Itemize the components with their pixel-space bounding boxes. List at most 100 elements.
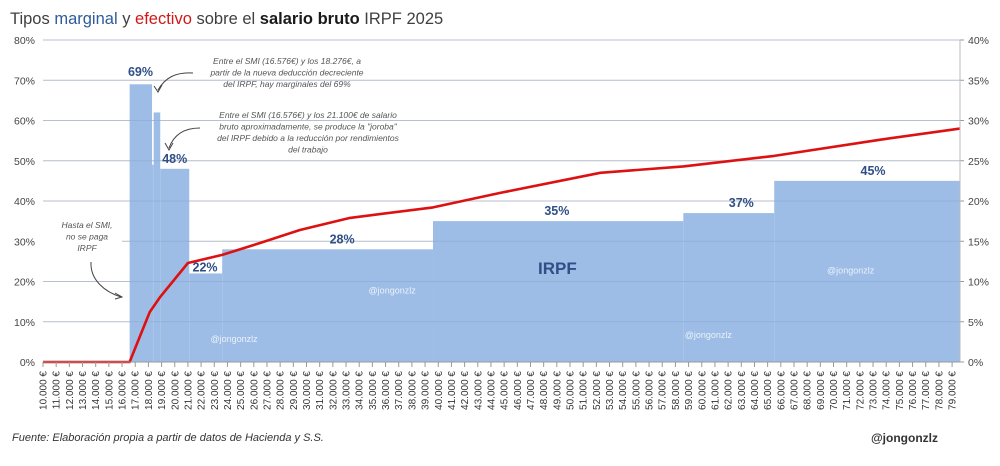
data-label: 69% [128, 65, 153, 79]
x-axis-tick: 15.000 € [104, 371, 115, 410]
x-axis-tick: 12.000 € [65, 371, 76, 410]
right-axis-tick: 15% [968, 236, 989, 248]
data-label: 35% [544, 204, 569, 218]
watermarks: @jongonzlz @jongonzlz @jongonzlz @jongonzlz [210, 265, 874, 343]
x-axis-tick: 23.000 € [210, 371, 221, 410]
data-label: 28% [330, 232, 355, 246]
x-axis-tick: 32.000 € [328, 371, 339, 410]
x-axis-tick: 71.000 € [842, 371, 853, 410]
title-part: efectivo [135, 10, 192, 28]
title-part: y [118, 10, 135, 28]
x-axis-tick: 64.000 € [750, 371, 761, 410]
left-axis-tick: 40% [14, 196, 35, 208]
watermark: @jongonzlz [685, 330, 733, 340]
left-axis-tick: 20% [14, 277, 35, 289]
x-axis-tick: 56.000 € [645, 371, 656, 410]
marginal-rate-step [432, 221, 684, 362]
x-axis-tick: 77.000 € [921, 371, 932, 410]
title-part: marginal [54, 10, 117, 28]
x-axis-tick: 76.000 € [908, 371, 919, 410]
data-label: 37% [729, 196, 754, 210]
x-axis-tick: 69.000 € [816, 371, 827, 410]
watermark: @jongonzlz [210, 334, 258, 344]
x-axis-tick: 51.000 € [579, 371, 590, 410]
annotation-line: Hasta el SMI, [61, 220, 112, 230]
right-axis-tick: 10% [968, 277, 989, 289]
x-axis-tick: 75.000 € [895, 371, 906, 410]
x-axis-tick: 20.000 € [170, 371, 181, 410]
x-axis-tick: 58.000 € [671, 371, 682, 410]
axes: 0% 10% 20% 30% 40% 50% 60% 70% 80% 0% 5% 10% 15% 20% 2… [14, 35, 989, 410]
annotation-line: Entre el SMI (16.576€) y los 21.100€ de … [219, 110, 397, 120]
x-axis-tick: 18.000 € [144, 371, 155, 410]
left-axis-tick: 10% [14, 317, 35, 329]
x-axis-tick: 65.000 € [763, 371, 774, 410]
marginal-rate-step [129, 84, 153, 363]
right-axis-tick: 25% [968, 156, 989, 168]
arrowhead-69 [153, 84, 163, 93]
right-axis-tick: 40% [968, 35, 989, 47]
annotation-line: del IRPF, hay marginales del 69% [223, 79, 351, 89]
x-axis-tick: 44.000 € [486, 371, 497, 410]
footer-handle: @jongonzlz [871, 431, 938, 445]
arrowhead-joroba [164, 142, 174, 152]
x-axis-tick: 52.000 € [592, 371, 603, 410]
x-axis-tick: 21.000 € [183, 371, 194, 410]
right-axis-tick: 5% [968, 317, 983, 329]
x-axis-tick: 16.000 € [118, 371, 129, 410]
x-axis-tick: 57.000 € [658, 371, 669, 410]
left-axis-tick: 50% [14, 156, 35, 168]
annotation-line: del IRPF debido a la reducción por rendi… [217, 133, 400, 143]
x-axis-tick: 47.000 € [526, 371, 537, 410]
data-label: 22% [193, 260, 218, 274]
x-axis-tick: 39.000 € [421, 371, 432, 410]
left-axis-tick: 30% [14, 236, 35, 248]
x-axis-tick: 10.000 € [39, 371, 50, 410]
right-axis-tick: 30% [968, 116, 989, 128]
x-axis-tick: 79.000 € [948, 371, 959, 410]
x-axis-tick: 22.000 € [197, 371, 208, 410]
x-axis-tick: 67.000 € [789, 371, 800, 410]
marginal-rate-step [189, 273, 223, 362]
x-axis-tick: 61.000 € [710, 371, 721, 410]
x-axis-tick: 26.000 € [249, 371, 260, 410]
x-axis-tick: 31.000 € [315, 371, 326, 410]
marginal-rate-step [222, 249, 433, 362]
x-axis-tick: 13.000 € [78, 371, 89, 410]
annotation-smi-text: Hasta el SMI, no se paga IRPF [61, 220, 112, 253]
marginal-rate-step [774, 180, 960, 362]
marginal-rate-step [683, 213, 775, 362]
x-axis-tick: 35.000 € [368, 371, 379, 410]
annotation-line: IRPF [77, 243, 97, 253]
right-axis-tick: 35% [968, 75, 989, 87]
x-axis-tick: 68.000 € [803, 371, 814, 410]
x-axis-tick: 33.000 € [342, 371, 353, 410]
x-axis-tick: 11.000 € [52, 371, 63, 410]
x-axis-tick: 38.000 € [407, 371, 418, 410]
watermark: @jongonzlz [827, 265, 875, 275]
marginal-rate-step [152, 164, 154, 362]
annotation-smi-background [42, 220, 122, 260]
watermark: @jongonzlz [369, 286, 417, 296]
left-axis-tick: 80% [14, 35, 35, 47]
annotation-joroba: Entre el SMI (16.576€) y los 21.100€ de … [164, 110, 400, 155]
x-axis-tick: 55.000 € [631, 371, 642, 410]
right-axis-tick: 20% [968, 196, 989, 208]
x-axis-tick: 40.000 € [434, 371, 445, 410]
x-axis-tick: 24.000 € [223, 371, 234, 410]
x-axis-tick: 70.000 € [829, 371, 840, 410]
annotation-69-text: Entre el SMI (16.576€) y los 18.276€, a p… [209, 56, 363, 89]
x-axis-tick: 41.000 € [447, 371, 458, 410]
annotation-line: no se paga [66, 232, 108, 242]
x-axis-tick: 53.000 € [605, 371, 616, 410]
x-axis-tick: 54.000 € [618, 371, 629, 410]
data-labels: 69% 48% 22% 28% 35% 37% 45% [128, 65, 886, 274]
x-axis-tick: 49.000 € [552, 371, 563, 410]
x-axis-tick: 78.000 € [934, 371, 945, 410]
data-label: 45% [861, 164, 886, 178]
x-axis-tick: 50.000 € [566, 371, 577, 410]
data-label: 48% [162, 152, 187, 166]
x-axis-tick: 17.000 € [131, 371, 142, 410]
x-axis-tick: 45.000 € [500, 371, 511, 410]
